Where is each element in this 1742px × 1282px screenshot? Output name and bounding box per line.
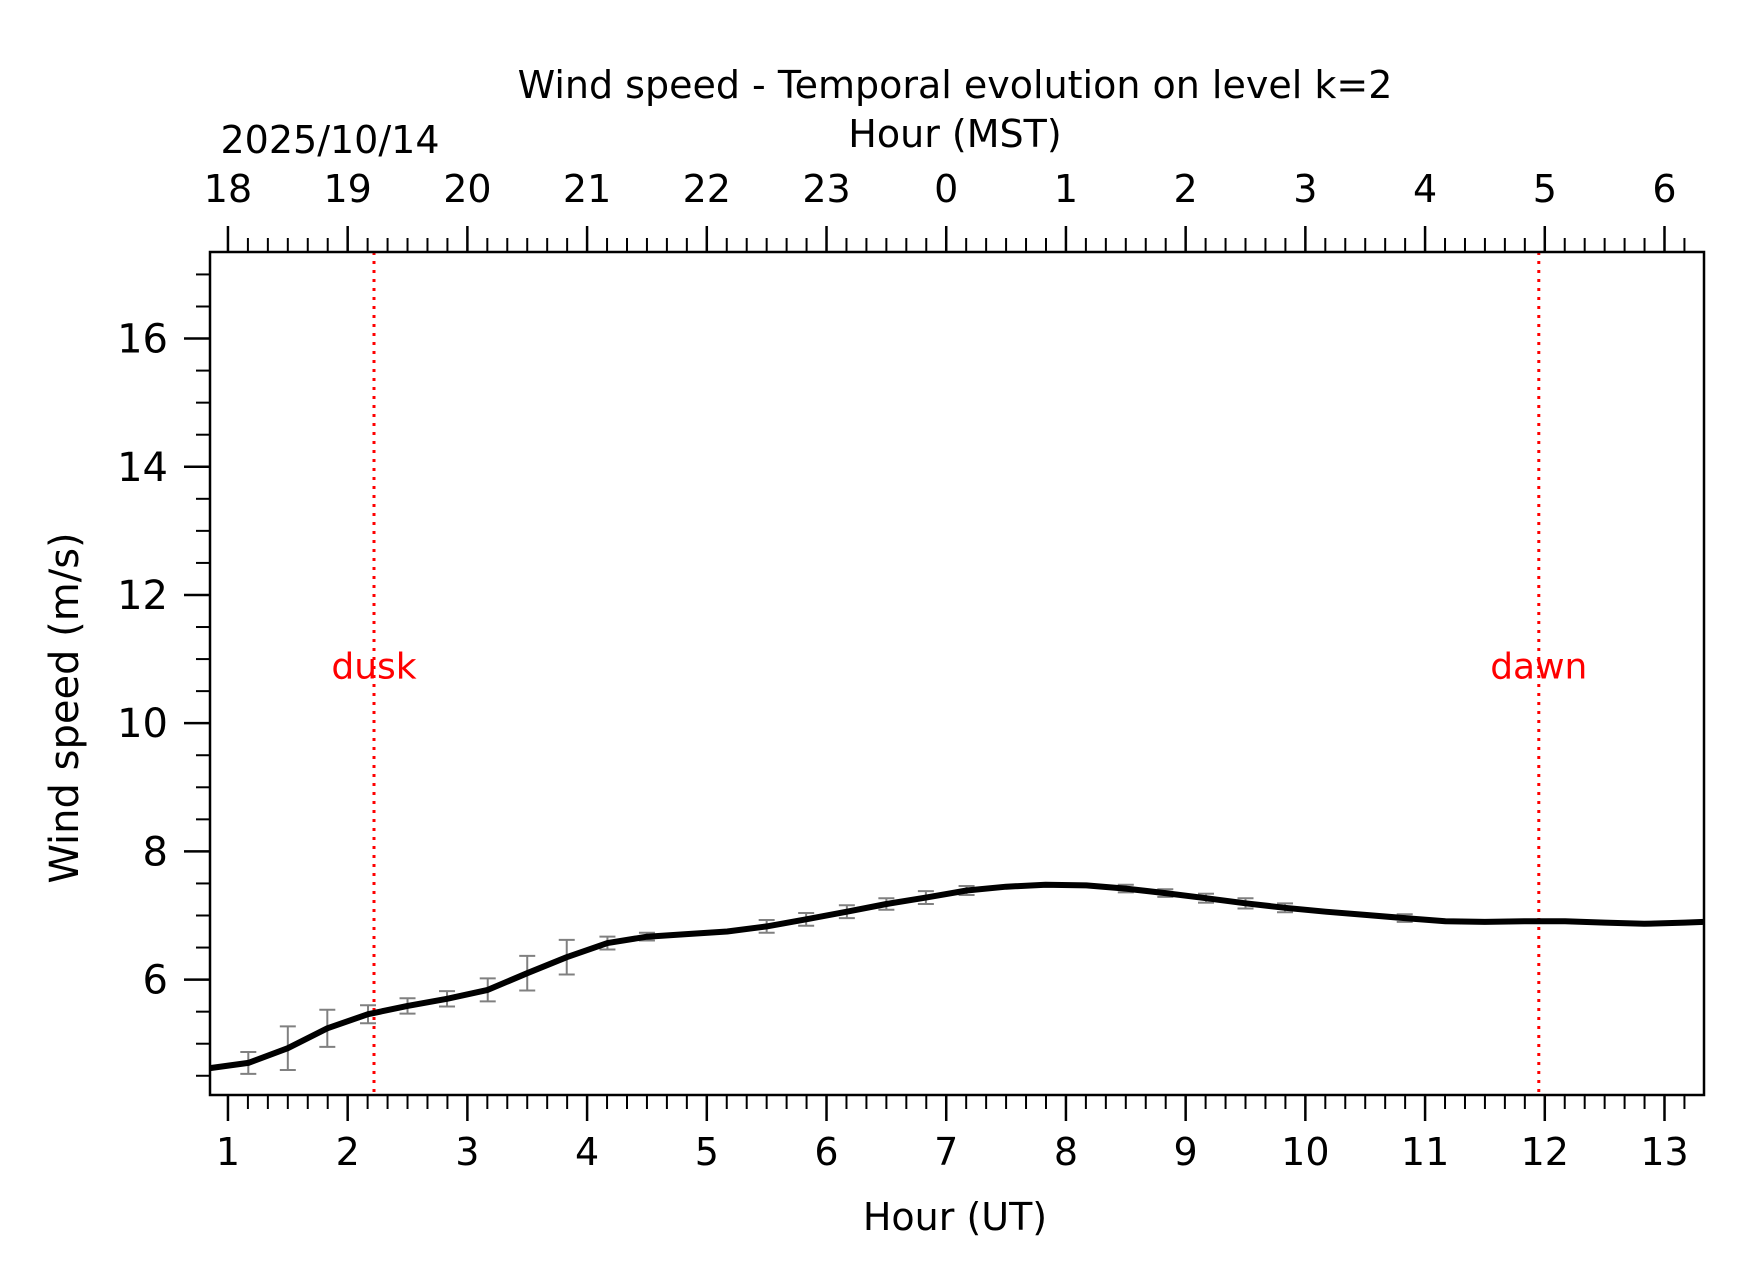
date-label: 2025/10/14 [220, 118, 439, 162]
x-tick-label: 10 [1281, 1130, 1329, 1174]
top-tick-label: 23 [802, 167, 850, 211]
x-tick-label: 3 [455, 1130, 479, 1174]
top-tick-label: 2 [1174, 167, 1198, 211]
y-axis-label: Wind speed (m/s) [42, 532, 88, 883]
top-tick-label: 4 [1413, 167, 1437, 211]
y-tick-label: 6 [143, 958, 168, 1004]
top-tick-label: 6 [1652, 167, 1676, 211]
x-tick-label: 4 [575, 1130, 599, 1174]
x-tick-label: 12 [1521, 1130, 1569, 1174]
y-tick-label: 10 [117, 701, 168, 747]
top-tick-label: 18 [204, 167, 252, 211]
chart-title: Wind speed - Temporal evolution on level… [518, 63, 1393, 107]
x-tick-label: 5 [695, 1130, 719, 1174]
top-tick-label: 22 [683, 167, 731, 211]
top-tick-label: 0 [934, 167, 958, 211]
top-tick-label: 3 [1293, 167, 1317, 211]
top-tick-label: 19 [323, 167, 371, 211]
y-tick-label: 8 [143, 829, 168, 875]
data-series [209, 881, 1705, 1072]
top-tick-label: 21 [563, 167, 611, 211]
top-tick-label: 20 [443, 167, 491, 211]
y-tick-label: 14 [117, 445, 168, 491]
top-tick-label: 5 [1533, 167, 1557, 211]
top-tick-label: 1 [1054, 167, 1078, 211]
dawn-label: dawn [1490, 646, 1587, 687]
plot-frame [208, 250, 1706, 1097]
x-tick-label: 11 [1401, 1130, 1449, 1174]
axis-tick-labels: 1182193204215226237081921031141251366810… [117, 167, 1689, 1174]
axis-ticks [184, 226, 1686, 1121]
x-tick-label: 8 [1054, 1130, 1078, 1174]
x-tick-label: 6 [814, 1130, 838, 1174]
dusk-label: dusk [331, 646, 416, 687]
x-tick-label: 13 [1640, 1130, 1688, 1174]
top-axis-label: Hour (MST) [848, 112, 1061, 156]
y-tick-label: 12 [117, 573, 168, 619]
x-axis-label: Hour (UT) [863, 1195, 1047, 1239]
x-tick-label: 7 [934, 1130, 958, 1174]
wind-speed-line [209, 881, 1705, 1072]
x-tick-label: 1 [216, 1130, 240, 1174]
x-tick-label: 2 [336, 1130, 360, 1174]
x-tick-label: 9 [1174, 1130, 1198, 1174]
event-markers: dusk dawn [331, 252, 1587, 1095]
y-tick-label: 16 [117, 317, 168, 363]
